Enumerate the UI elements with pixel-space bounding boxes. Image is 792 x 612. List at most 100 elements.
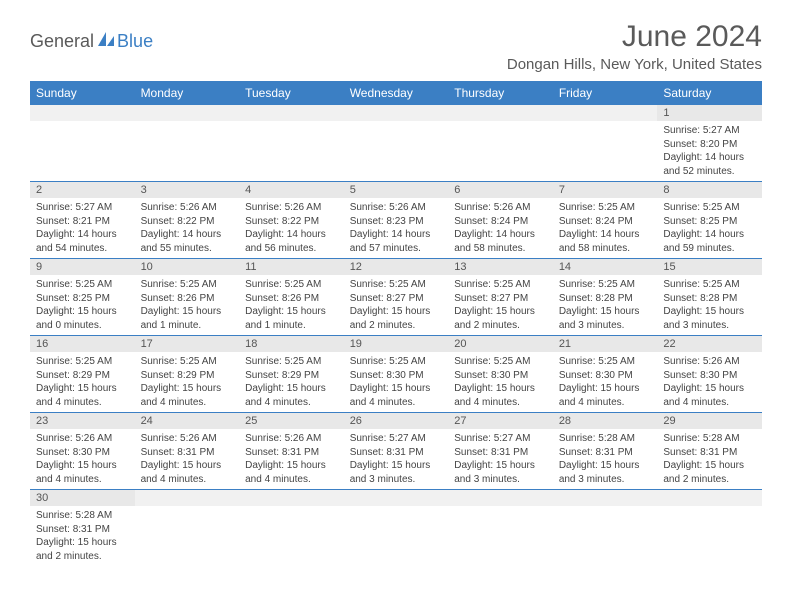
day-number: 20	[448, 336, 553, 352]
calendar-cell	[239, 105, 344, 182]
day-data: Sunrise: 5:26 AMSunset: 8:24 PMDaylight:…	[448, 198, 553, 258]
empty-day	[448, 105, 553, 121]
weekday-header: Saturday	[657, 81, 762, 105]
calendar-cell: 20Sunrise: 5:25 AMSunset: 8:30 PMDayligh…	[448, 336, 553, 413]
calendar-cell	[30, 105, 135, 182]
day-data: Sunrise: 5:26 AMSunset: 8:31 PMDaylight:…	[239, 429, 344, 489]
calendar-week-row: 16Sunrise: 5:25 AMSunset: 8:29 PMDayligh…	[30, 336, 762, 413]
day-data: Sunrise: 5:26 AMSunset: 8:30 PMDaylight:…	[30, 429, 135, 489]
day-number: 29	[657, 413, 762, 429]
calendar-cell	[448, 490, 553, 567]
empty-day	[239, 105, 344, 121]
calendar-cell: 12Sunrise: 5:25 AMSunset: 8:27 PMDayligh…	[344, 259, 449, 336]
day-number: 2	[30, 182, 135, 198]
day-number: 18	[239, 336, 344, 352]
day-number: 23	[30, 413, 135, 429]
calendar-cell: 15Sunrise: 5:25 AMSunset: 8:28 PMDayligh…	[657, 259, 762, 336]
calendar-table: SundayMondayTuesdayWednesdayThursdayFrid…	[30, 81, 762, 566]
day-number: 15	[657, 259, 762, 275]
calendar-cell: 18Sunrise: 5:25 AMSunset: 8:29 PMDayligh…	[239, 336, 344, 413]
calendar-cell: 25Sunrise: 5:26 AMSunset: 8:31 PMDayligh…	[239, 413, 344, 490]
empty-day	[553, 490, 658, 506]
calendar-cell: 7Sunrise: 5:25 AMSunset: 8:24 PMDaylight…	[553, 182, 658, 259]
day-number: 14	[553, 259, 658, 275]
day-number: 5	[344, 182, 449, 198]
calendar-cell	[135, 490, 240, 567]
day-number: 28	[553, 413, 658, 429]
calendar-cell: 16Sunrise: 5:25 AMSunset: 8:29 PMDayligh…	[30, 336, 135, 413]
calendar-cell: 2Sunrise: 5:27 AMSunset: 8:21 PMDaylight…	[30, 182, 135, 259]
weekday-header: Sunday	[30, 81, 135, 105]
weekday-header: Thursday	[448, 81, 553, 105]
logo-sail-icon	[96, 30, 116, 53]
calendar-cell: 29Sunrise: 5:28 AMSunset: 8:31 PMDayligh…	[657, 413, 762, 490]
header: General Blue June 2024 Dongan Hills, New…	[30, 20, 762, 73]
day-data: Sunrise: 5:25 AMSunset: 8:27 PMDaylight:…	[448, 275, 553, 335]
logo: General Blue	[30, 30, 153, 53]
weekday-header: Tuesday	[239, 81, 344, 105]
location: Dongan Hills, New York, United States	[507, 56, 762, 73]
calendar-cell: 30Sunrise: 5:28 AMSunset: 8:31 PMDayligh…	[30, 490, 135, 567]
calendar-cell: 21Sunrise: 5:25 AMSunset: 8:30 PMDayligh…	[553, 336, 658, 413]
empty-day	[657, 490, 762, 506]
calendar-cell: 26Sunrise: 5:27 AMSunset: 8:31 PMDayligh…	[344, 413, 449, 490]
empty-day	[239, 490, 344, 506]
day-data: Sunrise: 5:28 AMSunset: 8:31 PMDaylight:…	[30, 506, 135, 566]
logo-text-general: General	[30, 31, 94, 52]
calendar-cell: 14Sunrise: 5:25 AMSunset: 8:28 PMDayligh…	[553, 259, 658, 336]
day-number: 6	[448, 182, 553, 198]
calendar-cell: 17Sunrise: 5:25 AMSunset: 8:29 PMDayligh…	[135, 336, 240, 413]
calendar-week-row: 30Sunrise: 5:28 AMSunset: 8:31 PMDayligh…	[30, 490, 762, 567]
calendar-cell	[344, 490, 449, 567]
empty-day	[553, 105, 658, 121]
day-data: Sunrise: 5:26 AMSunset: 8:22 PMDaylight:…	[135, 198, 240, 258]
day-number: 25	[239, 413, 344, 429]
day-number: 3	[135, 182, 240, 198]
calendar-week-row: 1Sunrise: 5:27 AMSunset: 8:20 PMDaylight…	[30, 105, 762, 182]
day-number: 4	[239, 182, 344, 198]
calendar-cell	[135, 105, 240, 182]
calendar-cell: 19Sunrise: 5:25 AMSunset: 8:30 PMDayligh…	[344, 336, 449, 413]
calendar-cell: 27Sunrise: 5:27 AMSunset: 8:31 PMDayligh…	[448, 413, 553, 490]
calendar-cell	[448, 105, 553, 182]
calendar-cell: 24Sunrise: 5:26 AMSunset: 8:31 PMDayligh…	[135, 413, 240, 490]
day-number: 10	[135, 259, 240, 275]
calendar-cell	[553, 105, 658, 182]
day-data: Sunrise: 5:25 AMSunset: 8:26 PMDaylight:…	[135, 275, 240, 335]
calendar-cell: 6Sunrise: 5:26 AMSunset: 8:24 PMDaylight…	[448, 182, 553, 259]
day-number: 8	[657, 182, 762, 198]
empty-day	[344, 490, 449, 506]
weekday-header: Monday	[135, 81, 240, 105]
day-data: Sunrise: 5:28 AMSunset: 8:31 PMDaylight:…	[657, 429, 762, 489]
day-number: 13	[448, 259, 553, 275]
day-data: Sunrise: 5:25 AMSunset: 8:30 PMDaylight:…	[553, 352, 658, 412]
day-data: Sunrise: 5:25 AMSunset: 8:25 PMDaylight:…	[30, 275, 135, 335]
day-data: Sunrise: 5:25 AMSunset: 8:26 PMDaylight:…	[239, 275, 344, 335]
day-number: 24	[135, 413, 240, 429]
calendar-cell	[553, 490, 658, 567]
day-data: Sunrise: 5:25 AMSunset: 8:28 PMDaylight:…	[657, 275, 762, 335]
empty-day	[448, 490, 553, 506]
day-number: 27	[448, 413, 553, 429]
day-number: 11	[239, 259, 344, 275]
empty-day	[135, 490, 240, 506]
day-number: 7	[553, 182, 658, 198]
day-number: 12	[344, 259, 449, 275]
month-title: June 2024	[507, 20, 762, 54]
calendar-cell	[657, 490, 762, 567]
day-number: 30	[30, 490, 135, 506]
weekday-header: Friday	[553, 81, 658, 105]
calendar-cell: 22Sunrise: 5:26 AMSunset: 8:30 PMDayligh…	[657, 336, 762, 413]
calendar-cell: 11Sunrise: 5:25 AMSunset: 8:26 PMDayligh…	[239, 259, 344, 336]
day-data: Sunrise: 5:27 AMSunset: 8:31 PMDaylight:…	[448, 429, 553, 489]
calendar-cell	[239, 490, 344, 567]
calendar-week-row: 9Sunrise: 5:25 AMSunset: 8:25 PMDaylight…	[30, 259, 762, 336]
empty-day	[30, 105, 135, 121]
calendar-cell: 13Sunrise: 5:25 AMSunset: 8:27 PMDayligh…	[448, 259, 553, 336]
day-data: Sunrise: 5:26 AMSunset: 8:31 PMDaylight:…	[135, 429, 240, 489]
title-block: June 2024 Dongan Hills, New York, United…	[507, 20, 762, 73]
calendar-cell: 10Sunrise: 5:25 AMSunset: 8:26 PMDayligh…	[135, 259, 240, 336]
day-number: 19	[344, 336, 449, 352]
weekday-header-row: SundayMondayTuesdayWednesdayThursdayFrid…	[30, 81, 762, 105]
calendar-cell: 4Sunrise: 5:26 AMSunset: 8:22 PMDaylight…	[239, 182, 344, 259]
